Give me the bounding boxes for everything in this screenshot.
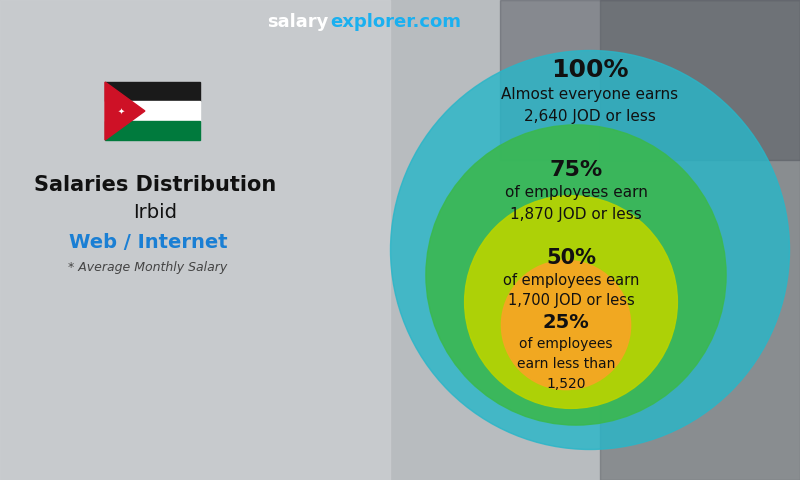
Text: salary: salary <box>266 13 328 31</box>
Text: ✦: ✦ <box>118 107 125 116</box>
Text: Salaries Distribution: Salaries Distribution <box>34 175 276 195</box>
Text: * Average Monthly Salary: * Average Monthly Salary <box>68 261 228 274</box>
Text: of employees earn: of employees earn <box>503 273 639 288</box>
Bar <box>105 82 200 101</box>
Polygon shape <box>105 82 145 140</box>
Text: explorer.com: explorer.com <box>330 13 461 31</box>
Text: 1,870 JOD or less: 1,870 JOD or less <box>510 207 642 223</box>
Text: 50%: 50% <box>546 248 596 268</box>
Circle shape <box>426 125 726 425</box>
Text: 2,640 JOD or less: 2,640 JOD or less <box>524 109 656 124</box>
Bar <box>600 0 800 480</box>
Text: 25%: 25% <box>542 312 590 332</box>
Text: Almost everyone earns: Almost everyone earns <box>502 87 678 103</box>
Text: Irbid: Irbid <box>133 203 177 221</box>
Text: of employees: of employees <box>519 337 613 351</box>
Text: earn less than: earn less than <box>517 357 615 371</box>
Bar <box>500 0 800 160</box>
Bar <box>105 101 200 120</box>
Text: Web / Internet: Web / Internet <box>69 232 227 252</box>
Text: 1,520: 1,520 <box>546 377 586 391</box>
Circle shape <box>502 260 630 390</box>
Text: of employees earn: of employees earn <box>505 185 647 201</box>
Text: 75%: 75% <box>550 160 602 180</box>
Text: 100%: 100% <box>551 58 629 82</box>
Circle shape <box>465 196 678 408</box>
Bar <box>105 120 200 140</box>
Text: 1,700 JOD or less: 1,700 JOD or less <box>508 292 634 308</box>
Bar <box>0 0 390 480</box>
Circle shape <box>390 50 790 449</box>
